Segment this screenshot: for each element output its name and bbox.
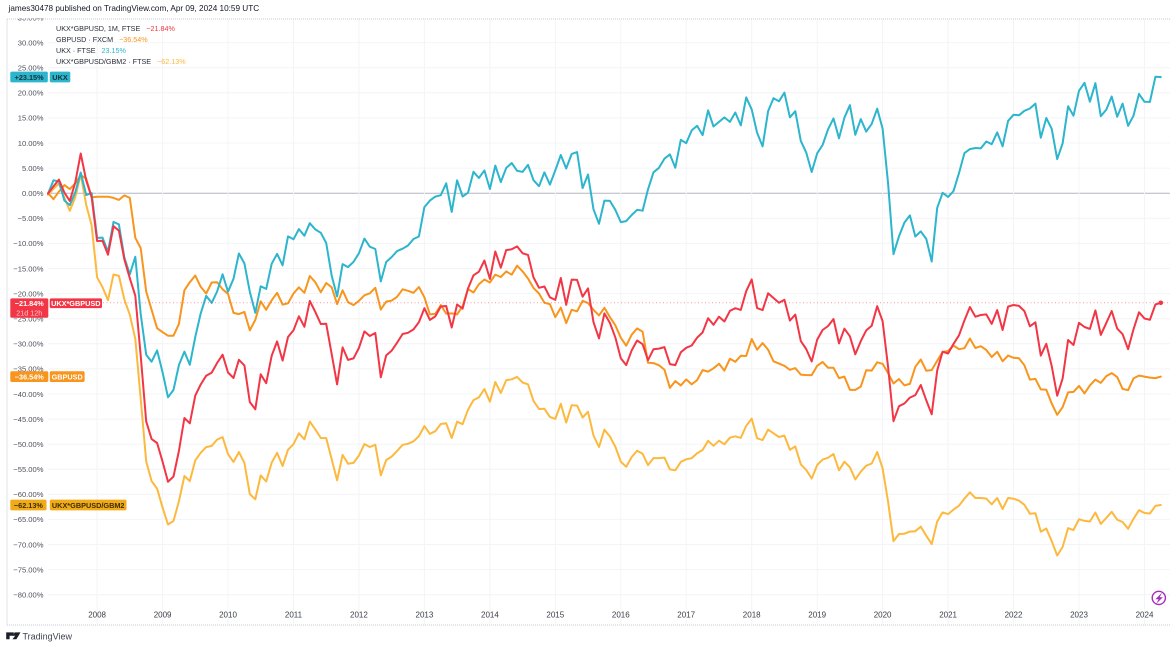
svg-text:20.00%: 20.00% <box>18 89 44 98</box>
svg-text:UKX*GBPUSD/GBM2 · FTSE −62.1: UKX*GBPUSD/GBM2 · FTSE −62.13% <box>56 57 186 66</box>
svg-text:−36.54%: −36.54% <box>15 373 45 382</box>
svg-text:−20.00%: −20.00% <box>13 289 43 298</box>
svg-text:25.00%: 25.00% <box>18 64 44 73</box>
svg-text:UKX: UKX <box>52 73 68 82</box>
svg-text:2010: 2010 <box>219 611 237 620</box>
svg-text:2016: 2016 <box>612 611 630 620</box>
svg-text:−21.84%: −21.84% <box>15 299 45 308</box>
svg-text:GBPUSD: GBPUSD <box>52 373 83 382</box>
svg-text:2008: 2008 <box>88 611 106 620</box>
svg-text:TradingView: TradingView <box>23 632 73 642</box>
svg-text:−62.13%: −62.13% <box>14 501 44 510</box>
svg-text:UKX*GBPUSD: UKX*GBPUSD <box>51 299 100 308</box>
svg-text:5.00%: 5.00% <box>22 164 44 173</box>
svg-text:−70.00%: −70.00% <box>13 540 43 549</box>
svg-text:15.00%: 15.00% <box>18 114 44 123</box>
svg-text:−15.00%: −15.00% <box>13 264 43 273</box>
svg-text:2022: 2022 <box>1005 611 1023 620</box>
svg-text:−5.00%: −5.00% <box>18 214 44 223</box>
svg-text:2012: 2012 <box>350 611 368 620</box>
svg-text:−60.00%: −60.00% <box>13 490 43 499</box>
svg-text:−55.00%: −55.00% <box>13 465 43 474</box>
svg-text:UKX*GBPUSD/GBM2: UKX*GBPUSD/GBM2 <box>52 501 125 510</box>
svg-text:2024: 2024 <box>1136 611 1154 620</box>
svg-text:2020: 2020 <box>874 611 892 620</box>
svg-text:GBPUSD · FXCM −36.54%: GBPUSD · FXCM −36.54% <box>56 35 148 44</box>
svg-text:2014: 2014 <box>481 611 499 620</box>
svg-text:2015: 2015 <box>546 611 564 620</box>
svg-text:10.00%: 10.00% <box>18 139 44 148</box>
svg-text:−45.00%: −45.00% <box>13 415 43 424</box>
svg-text:−30.00%: −30.00% <box>13 340 43 349</box>
svg-text:UKX*GBPUSD, 1M, FTSE −21.84%: UKX*GBPUSD, 1M, FTSE −21.84% <box>56 24 175 33</box>
svg-text:−75.00%: −75.00% <box>13 565 43 574</box>
svg-text:UKX · FTSE 23.15%: UKX · FTSE 23.15% <box>56 46 127 55</box>
svg-text:−80.00%: −80.00% <box>13 591 43 600</box>
svg-text:0.00%: 0.00% <box>22 189 44 198</box>
svg-text:2013: 2013 <box>416 611 434 620</box>
svg-text:2021: 2021 <box>939 611 957 620</box>
svg-text:+23.15%: +23.15% <box>15 73 45 82</box>
svg-text:2011: 2011 <box>285 611 303 620</box>
svg-text:−25.00%: −25.00% <box>13 315 43 324</box>
svg-text:−65.00%: −65.00% <box>13 515 43 524</box>
svg-text:−10.00%: −10.00% <box>13 239 43 248</box>
svg-text:2018: 2018 <box>743 611 761 620</box>
svg-text:−40.00%: −40.00% <box>13 390 43 399</box>
svg-text:−35.00%: −35.00% <box>13 365 43 374</box>
svg-text:21d 12h: 21d 12h <box>16 308 42 317</box>
svg-text:−50.00%: −50.00% <box>13 440 43 449</box>
svg-text:2009: 2009 <box>154 611 172 620</box>
svg-text:2017: 2017 <box>677 611 695 620</box>
svg-text:2023: 2023 <box>1070 611 1088 620</box>
svg-text:30.00%: 30.00% <box>18 38 44 47</box>
svg-text:james30478 published on Tradin: james30478 published on TradingView.com,… <box>8 4 260 13</box>
svg-text:2019: 2019 <box>808 611 826 620</box>
